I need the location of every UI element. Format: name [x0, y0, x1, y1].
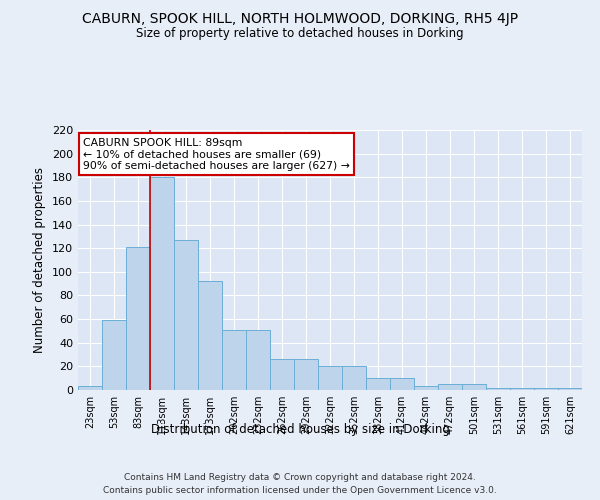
Bar [78, 386, 102, 390]
Bar [102, 320, 126, 390]
Bar [414, 386, 438, 390]
Y-axis label: Number of detached properties: Number of detached properties [34, 167, 46, 353]
Text: Contains HM Land Registry data © Crown copyright and database right 2024.: Contains HM Land Registry data © Crown c… [124, 472, 476, 482]
Bar [534, 388, 558, 390]
Bar [174, 240, 198, 390]
Bar [126, 247, 150, 390]
Bar [342, 366, 366, 390]
Text: Contains public sector information licensed under the Open Government Licence v3: Contains public sector information licen… [103, 486, 497, 495]
Bar [246, 330, 270, 390]
Bar [438, 384, 462, 390]
Bar [390, 378, 414, 390]
Bar [558, 388, 582, 390]
Text: Size of property relative to detached houses in Dorking: Size of property relative to detached ho… [136, 28, 464, 40]
Bar [198, 282, 222, 390]
Bar [150, 178, 174, 390]
Bar [270, 360, 294, 390]
Bar [510, 388, 534, 390]
Bar [366, 378, 390, 390]
Bar [486, 388, 510, 390]
Bar [294, 360, 318, 390]
Bar [462, 384, 486, 390]
Bar [318, 366, 342, 390]
Text: Distribution of detached houses by size in Dorking: Distribution of detached houses by size … [151, 422, 449, 436]
Text: CABURN SPOOK HILL: 89sqm
← 10% of detached houses are smaller (69)
90% of semi-d: CABURN SPOOK HILL: 89sqm ← 10% of detach… [83, 138, 350, 171]
Bar [222, 330, 246, 390]
Text: CABURN, SPOOK HILL, NORTH HOLMWOOD, DORKING, RH5 4JP: CABURN, SPOOK HILL, NORTH HOLMWOOD, DORK… [82, 12, 518, 26]
